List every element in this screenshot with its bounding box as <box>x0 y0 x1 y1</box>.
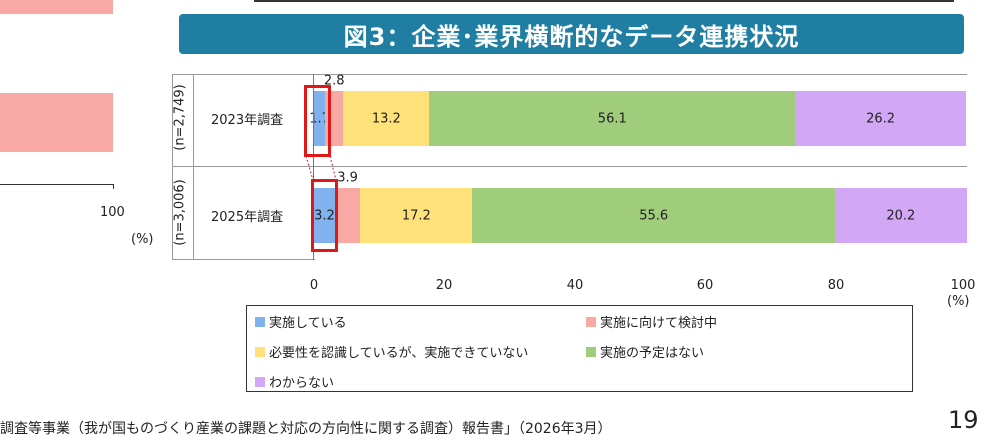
legend-swatch-pink <box>586 316 596 327</box>
x-tick-label: 60 <box>696 278 714 293</box>
x-axis-zero-line <box>313 74 314 260</box>
bar-segment <box>795 91 966 146</box>
chart-frame-bottom <box>172 259 315 260</box>
legend-item: 実施している <box>255 312 347 331</box>
chart-legend: 実施している 実施に向けて検討中 必要性を認識しているが、実施できていない 実施… <box>246 305 913 392</box>
row-n-label-2023: (n=2,749) <box>172 84 188 151</box>
bar-value-label: 56.1 <box>597 111 627 126</box>
x-tick-label: 80 <box>827 278 845 293</box>
chart-frame-left <box>172 74 173 260</box>
bar-segment <box>314 188 335 243</box>
legend-swatch-blue <box>255 316 265 327</box>
x-tick-label: 20 <box>435 278 453 293</box>
legend-label: わからない <box>269 376 335 391</box>
bar-value-label: 1.7 <box>309 111 330 126</box>
bar-value-label: 20.2 <box>886 208 916 223</box>
top-rule <box>254 0 954 2</box>
chart-frame-divider <box>193 74 194 260</box>
left-chart-tick-label: 100 <box>100 205 125 220</box>
bar-segment <box>334 188 361 243</box>
left-chart-unit: (%) <box>131 232 154 247</box>
bar-value-label: 26.2 <box>866 111 896 126</box>
left-chart-bar-top <box>0 0 113 14</box>
figure-title: 図3：企業･業界横断的なデータ連携状況 <box>179 14 964 54</box>
row-label-2025: 2025年調査 <box>211 210 284 225</box>
bar-segment <box>429 91 796 146</box>
highlight-connector-lines <box>305 155 337 181</box>
bar-value-label: 55.6 <box>639 208 669 223</box>
bar-value-label: 3.9 <box>337 170 358 186</box>
bar-value-label: 17.2 <box>401 208 431 223</box>
bar-segment <box>343 91 430 146</box>
legend-item: 必要性を認識しているが、実施できていない <box>255 342 528 361</box>
legend-label: 実施に向けて検討中 <box>600 316 718 331</box>
legend-item: 実施の予定はない <box>586 342 704 361</box>
x-tick-label: 0 <box>309 278 319 293</box>
bar-value-label: 3.2 <box>314 208 335 223</box>
legend-label: 必要性を認識しているが、実施できていない <box>269 346 529 361</box>
row-n-label-2025: (n=3,006) <box>172 179 188 246</box>
bar-segment <box>360 188 473 243</box>
legend-label: 実施の予定はない <box>600 346 705 361</box>
x-tick-label: 40 <box>566 278 584 293</box>
chart-frame-top <box>172 74 967 75</box>
bar-value-label: 2.8 <box>323 73 345 89</box>
left-chart-bar-bottom <box>0 93 113 152</box>
row-label-2023: 2023年調査 <box>211 113 284 128</box>
x-axis-unit: (%) <box>947 294 970 309</box>
left-chart-axis-tick <box>113 184 114 189</box>
page-number: 19 <box>948 406 979 434</box>
bar-segment <box>314 91 326 146</box>
source-citation: 調査等事業（我が国ものづくり産業の課題と対応の方向性に関する調査）報告書」（20… <box>0 421 612 437</box>
legend-label: 実施している <box>269 316 347 331</box>
legend-swatch-green <box>586 346 596 357</box>
legend-swatch-yellow <box>255 346 265 357</box>
x-tick-label: 100 <box>950 278 976 293</box>
highlight-box-2025 <box>311 179 338 252</box>
legend-item: 実施に向けて検討中 <box>586 312 717 331</box>
highlight-box-2023 <box>304 85 331 157</box>
legend-swatch-purple <box>255 376 265 387</box>
chart-frame-middle <box>172 166 967 167</box>
legend-item: わからない <box>255 372 334 391</box>
bar-segment <box>834 188 967 243</box>
bar-segment <box>472 188 835 243</box>
bar-value-label: 13.2 <box>371 111 401 126</box>
left-chart-axis <box>0 184 114 185</box>
